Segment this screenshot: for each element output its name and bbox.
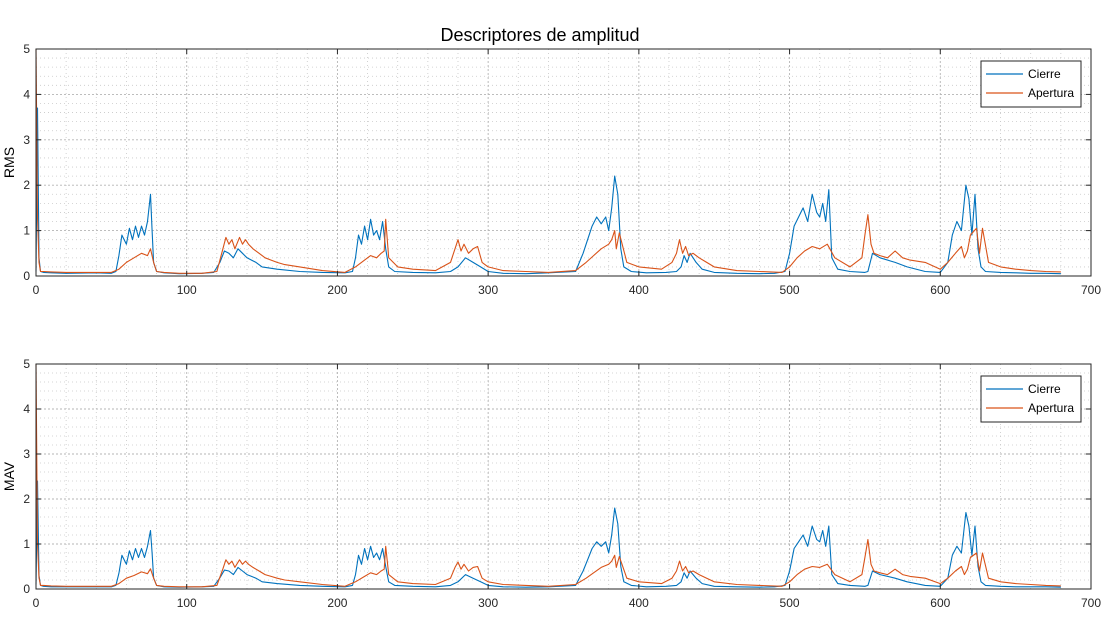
rms-xtick-label: 100 — [177, 283, 197, 297]
rms-ytick-label: 2 — [23, 178, 30, 192]
rms-axes-box — [35, 48, 1092, 277]
mav-series-apertura — [35, 363, 1061, 588]
rms-xtick-label: 200 — [327, 283, 347, 297]
rms-legend-box — [980, 60, 1082, 108]
mav-ytick-label: 5 — [23, 357, 30, 371]
mav-legend: Cierre Apertura — [980, 375, 1082, 423]
mav-ytick-label: 1 — [23, 537, 30, 551]
mav-legend-box — [980, 375, 1082, 423]
rms-xtick-label: 700 — [1081, 283, 1101, 297]
mav-minor-grid — [36, 364, 1091, 589]
figure-title: Descriptores de amplitud — [440, 25, 639, 45]
mav-xtick-label: 300 — [478, 596, 498, 610]
mav-plot-area — [36, 364, 1091, 589]
rms-xtick-label: 600 — [930, 283, 950, 297]
rms-axes: 0 100 200 300 400 500 600 700 0 1 2 3 4 5 RMS Cierre Ape… — [1, 42, 1101, 297]
rms-xtick-label: 500 — [780, 283, 800, 297]
rms-xtick-label: 300 — [478, 283, 498, 297]
rms-legend: Cierre Apertura — [980, 60, 1082, 108]
rms-ylabel: RMS — [1, 147, 17, 178]
mav-ytick-label: 3 — [23, 447, 30, 461]
rms-plot-area — [36, 49, 1091, 276]
mav-legend-label-cierre: Cierre — [1028, 382, 1061, 396]
rms-legend-label-apertura: Apertura — [1028, 86, 1074, 100]
mav-xtick-label: 100 — [177, 596, 197, 610]
mav-axes: 0 100 200 300 400 500 600 700 0 1 2 3 4 5 MAV Cierre Ape… — [1, 357, 1101, 610]
mav-xtick-label: 600 — [930, 596, 950, 610]
mav-ylabel: MAV — [1, 461, 17, 491]
rms-series-apertura — [35, 48, 1061, 274]
mav-xtick-label: 200 — [327, 596, 347, 610]
mav-xtick-label: 700 — [1081, 596, 1101, 610]
mav-xtick-label: 0 — [33, 596, 40, 610]
mav-legend-label-apertura: Apertura — [1028, 401, 1074, 415]
rms-ytick-label: 1 — [23, 224, 30, 238]
mav-xtick-label: 500 — [780, 596, 800, 610]
rms-xtick-label: 400 — [629, 283, 649, 297]
mav-ytick-label: 4 — [23, 402, 30, 416]
rms-ytick-label: 3 — [23, 133, 30, 147]
mav-ytick-label: 2 — [23, 492, 30, 506]
mav-xtick-label: 400 — [629, 596, 649, 610]
rms-legend-label-cierre: Cierre — [1028, 67, 1061, 81]
rms-ytick-label: 5 — [23, 42, 30, 56]
rms-ytick-label: 0 — [23, 269, 30, 283]
mav-axes-box — [35, 363, 1092, 590]
rms-xtick-label: 0 — [33, 283, 40, 297]
mav-ytick-label: 0 — [23, 582, 30, 596]
rms-ytick-label: 4 — [23, 87, 30, 101]
